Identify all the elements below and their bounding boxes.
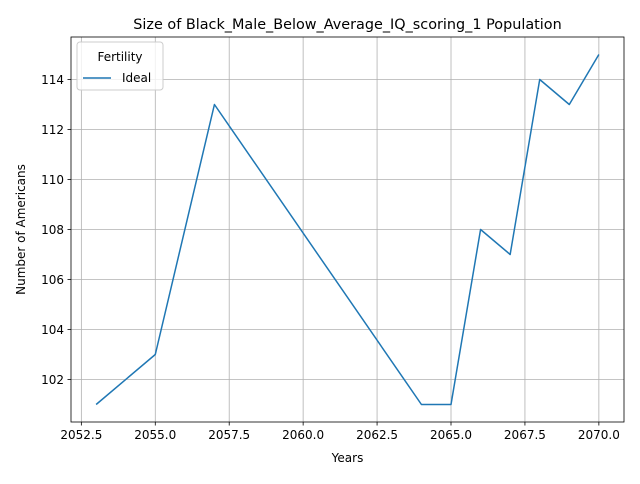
y-tick-label: 106 <box>41 273 64 287</box>
grid <box>71 37 624 422</box>
legend-title: Fertility <box>97 50 142 64</box>
series-line-ideal <box>95 54 600 406</box>
axis-ticks: 2052.5 2055.0 2057.5 2060.0 2062.5 2065.0 2067… <box>41 73 620 442</box>
y-axis-label: Number of Americans <box>14 164 28 295</box>
x-tick-label: 2060.0 <box>282 428 324 442</box>
y-tick-label: 114 <box>41 73 64 87</box>
series-layer <box>95 54 600 406</box>
y-tick-label: 104 <box>41 323 64 337</box>
x-tick-label: 2055.0 <box>134 428 176 442</box>
x-tick-label: 2052.5 <box>60 428 102 442</box>
legend-label: Ideal <box>122 71 151 85</box>
x-tick-label: 2062.5 <box>356 428 398 442</box>
x-tick-label: 2070.0 <box>578 428 620 442</box>
y-tick-label: 108 <box>41 223 64 237</box>
y-tick-label: 112 <box>41 123 64 137</box>
x-tick-label: 2067.5 <box>504 428 546 442</box>
chart-title: Size of Black_Male_Below_Average_IQ_scor… <box>133 17 561 33</box>
x-tick-label: 2065.0 <box>430 428 472 442</box>
y-tick-label: 110 <box>41 173 64 187</box>
x-axis-label: Years <box>331 451 364 465</box>
x-tick-label: 2057.5 <box>208 428 250 442</box>
legend: Fertility Ideal <box>76 41 164 91</box>
y-tick-label: 102 <box>41 373 64 387</box>
